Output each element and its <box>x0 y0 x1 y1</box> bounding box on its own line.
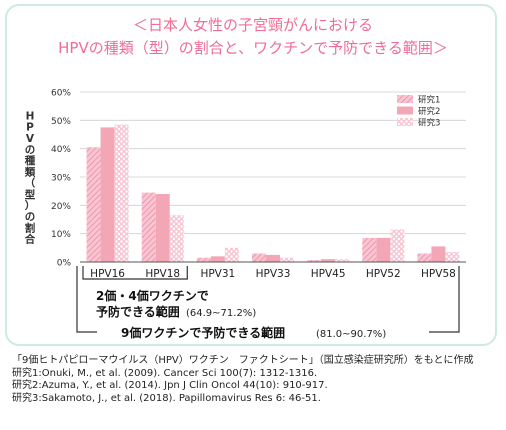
y-tick-label: 40% <box>51 145 71 155</box>
chart-title: ＜日本人女性の子宮頸がんにおける HPVの種類（型）の割合と、ワクチンで予防でき… <box>0 14 506 60</box>
bar-hpv31-series-1 <box>196 257 211 262</box>
legend-label-1: 研究1 <box>418 95 440 106</box>
x-tick-label: HPV52 <box>366 268 401 280</box>
bracket-large-left <box>76 266 97 333</box>
y-axis-label-char: V <box>26 133 35 145</box>
title-line-2: HPVの種類（型）の割合と、ワクチンで予防できる範囲＞ <box>58 39 448 57</box>
y-axis-label-char: H <box>26 110 35 122</box>
bar-hpv33-series-1 <box>252 253 266 262</box>
footer-study-1: 研究1:Onuki, M., et al. (2009). Cancer Sci… <box>12 367 318 379</box>
bar-hpv18-series-2 <box>155 194 170 262</box>
legend-swatch-2 <box>397 106 413 115</box>
bar-hpv45-series-1 <box>307 260 322 262</box>
x-tick-label: HPV58 <box>421 268 456 280</box>
legend-label-2: 研究2 <box>418 106 440 117</box>
bar-hpv18-series-3 <box>169 215 184 262</box>
bracket-small-label-1: 2価・4価ワクチンで <box>96 288 209 303</box>
x-tick-label: HPV16 <box>90 268 125 280</box>
title-line-1: ＜日本人女性の子宮頸がんにおける <box>132 16 373 34</box>
bracket-large-range: (81.0~90.7%) <box>316 329 386 340</box>
legend-swatch-1 <box>397 95 413 103</box>
y-axis-label-char: の <box>25 144 36 156</box>
bar-hpv45-series-2 <box>321 259 336 262</box>
bar-hpv52-series-3 <box>390 229 405 262</box>
x-tick-label: HPV33 <box>256 268 291 280</box>
bar-chart: 0% 10% 20% 30% 40% 50% 60% HPV16 HPV18 HPV31 HPV3… <box>24 89 466 340</box>
y-tick-label: 60% <box>51 89 71 99</box>
bracket-small-range: (64.9~71.2%) <box>186 308 256 319</box>
y-tick-label: 50% <box>51 117 71 127</box>
y-axis-label-char: 類 <box>24 165 36 178</box>
bar-hpv52-series-1 <box>362 237 377 262</box>
bar-hpv33-series-2 <box>266 254 280 262</box>
x-tick-label: HPV18 <box>145 268 180 280</box>
bar-hpv31-series-2 <box>210 256 225 262</box>
bar-hpv58-series-2 <box>431 246 446 262</box>
y-axis-label-char: の <box>25 211 36 223</box>
footer-notes: 「9価ヒトパピローマウイルス（HPV）ワクチン ファクトシート」（国立感染症研究… <box>12 355 502 405</box>
legend-label-3: 研究3 <box>418 118 440 129</box>
y-tick-label: 20% <box>51 202 71 212</box>
legend-swatch-3 <box>397 118 413 126</box>
y-axis-label-char: 合 <box>24 233 36 246</box>
y-axis-label-char: ） <box>25 199 36 212</box>
bracket-large-label: 9価ワクチンで予防できる範囲 <box>121 325 285 340</box>
bar-hpv58-series-1 <box>417 253 432 262</box>
y-axis-label-char: （ <box>25 177 36 190</box>
bar-hpv16-series-3 <box>114 124 129 262</box>
bracket-small-label-2: 予防できる範囲 <box>96 304 180 319</box>
x-tick-label: HPV45 <box>311 268 346 280</box>
bar-hpv16-series-1 <box>86 147 101 262</box>
bracket-small <box>82 266 188 280</box>
y-tick-label: 10% <box>51 230 71 240</box>
bar-hpv58-series-3 <box>445 252 460 262</box>
bar-hpv31-series-3 <box>224 247 239 262</box>
bar-hpv52-series-2 <box>376 237 391 262</box>
footer-study-2: 研究2:Azuma, Y., et al. (2014). Jpn J Clin… <box>12 380 328 391</box>
bar-hpv16-series-2 <box>100 127 115 263</box>
bar-hpv45-series-3 <box>335 259 350 262</box>
footer-study-3: 研究3:Sakamoto, J., et al. (2018). Papillo… <box>12 392 321 404</box>
y-tick-label: 0% <box>57 259 72 269</box>
y-axis-label-char: 種 <box>25 154 36 167</box>
x-tick-label: HPV31 <box>200 268 235 280</box>
y-tick-label: 30% <box>51 174 71 184</box>
bar-hpv33-series-3 <box>280 257 294 262</box>
y-axis-label-char: 割 <box>25 221 36 234</box>
y-axis-label-char: 型 <box>25 188 36 201</box>
footer-source: 「9価ヒトパピローマウイルス（HPV）ワクチン ファクトシート」（国立感染症研究… <box>12 355 474 366</box>
bracket-large-right <box>429 266 460 333</box>
bar-hpv18-series-1 <box>141 192 156 262</box>
y-axis-label-char: P <box>26 122 34 134</box>
